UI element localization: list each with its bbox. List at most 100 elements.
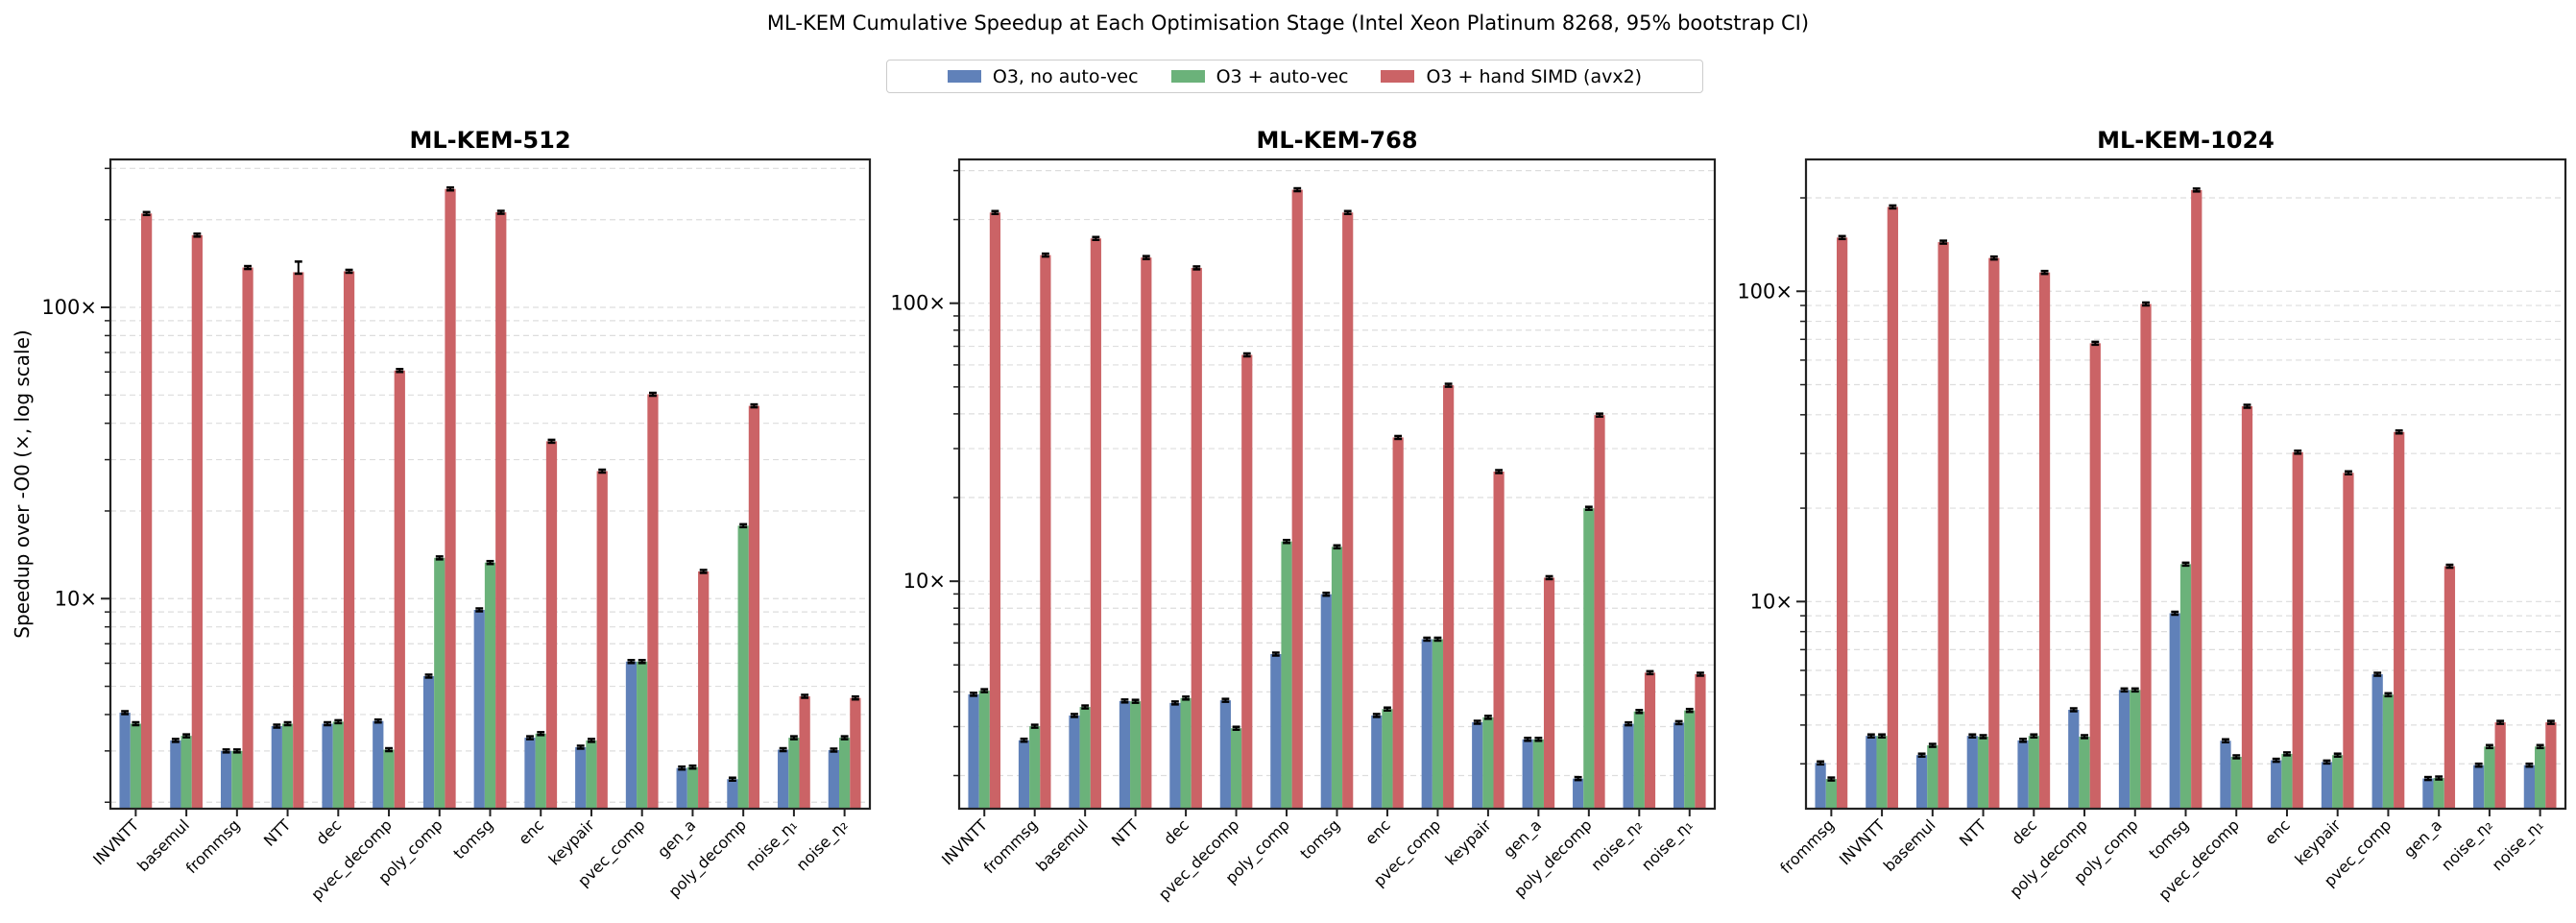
bar-autovec [2028, 736, 2039, 809]
x-tick-label: noise_η₂ [793, 815, 853, 875]
bar-no-autovec [1472, 722, 1483, 809]
bar-autovec [1382, 709, 1393, 809]
bar-autovec [1029, 726, 1041, 809]
x-tick-label: dec [312, 815, 345, 848]
bar-no-autovec [2321, 762, 2333, 809]
bar-autovec [1633, 711, 1645, 809]
bar-autovec [586, 740, 597, 809]
bar-hand-simd [799, 695, 810, 809]
legend: O3, no auto-vec O3 + auto-vec O3 + hand … [886, 60, 1703, 93]
axes-frame [957, 158, 1717, 811]
bar-no-autovec [1219, 700, 1231, 809]
bar-hand-simd [445, 188, 456, 810]
bar-autovec [2382, 694, 2395, 809]
panel-title: ML-KEM-1024 [2097, 127, 2275, 154]
bar-hand-simd [850, 697, 861, 809]
bar-no-autovec [271, 726, 282, 809]
bar-no-autovec [625, 661, 638, 809]
bar-autovec [181, 736, 192, 809]
bar-autovec [737, 525, 749, 809]
bar-hand-simd [191, 234, 203, 810]
bar-no-autovec [778, 749, 789, 809]
x-tick-label: tomsg [1296, 815, 1343, 862]
bar-autovec [231, 750, 243, 809]
bar-no-autovec [1320, 594, 1332, 809]
y-tick-label: 10× [1750, 590, 1793, 613]
bar-no-autovec [2017, 740, 2029, 809]
x-tick-label: noise_η₂ [2438, 815, 2497, 875]
bar-autovec [332, 721, 344, 809]
x-tick-label: dec [1160, 815, 1192, 848]
bar-autovec [1876, 736, 1888, 809]
bar-autovec [1927, 745, 1938, 809]
x-tick-label: NTT [260, 815, 295, 850]
bar-no-autovec [220, 750, 232, 809]
bar-hand-simd [1887, 206, 1898, 809]
bar-autovec [1977, 736, 1989, 809]
bar-autovec [535, 733, 546, 809]
bar-no-autovec [322, 723, 333, 809]
bar-autovec [2332, 755, 2344, 809]
x-tick-label: basemul [1880, 815, 1939, 875]
bar-hand-simd [2545, 722, 2557, 809]
bar-hand-simd [1493, 471, 1505, 809]
bar-no-autovec [1018, 740, 1030, 809]
bar-autovec [2079, 736, 2090, 809]
bar-no-autovec [2118, 690, 2131, 809]
bar-no-autovec [676, 767, 687, 809]
bar-hand-simd [2343, 473, 2354, 809]
bar-hand-simd [2292, 451, 2303, 809]
bar-no-autovec [2271, 760, 2282, 809]
bar-hand-simd [1090, 238, 1101, 809]
bar-no-autovec [1623, 723, 1634, 809]
bar-autovec [637, 661, 648, 809]
bar-hand-simd [1392, 437, 1404, 809]
y-tick-label: 10× [903, 570, 946, 593]
bar-no-autovec [2169, 613, 2180, 809]
bar-no-autovec [2068, 709, 2080, 809]
legend-swatch-blue [947, 70, 981, 83]
bar-autovec [484, 562, 496, 809]
x-tick-label: gen_a [2400, 815, 2446, 862]
bar-autovec [686, 766, 699, 809]
bar-no-autovec [1119, 700, 1131, 809]
bar-hand-simd [1988, 257, 2000, 809]
bar-hand-simd [1191, 267, 1202, 810]
bar-no-autovec [1966, 736, 1978, 809]
bar-hand-simd [989, 212, 1001, 809]
bar-autovec [1130, 701, 1142, 809]
bar-autovec [2484, 746, 2495, 809]
bar-hand-simd [140, 213, 153, 809]
bar-autovec [1432, 639, 1444, 809]
bar-no-autovec [373, 720, 384, 809]
bar-no-autovec [1069, 715, 1080, 809]
bar-no-autovec [422, 675, 435, 809]
bar-no-autovec [1915, 755, 1928, 809]
x-tick-label: noise_η₂ [1587, 815, 1647, 875]
y-tick-label: 10× [55, 587, 97, 610]
bar-autovec [1281, 541, 1292, 809]
panel-title: ML-KEM-512 [409, 127, 570, 154]
bar-autovec [1583, 508, 1595, 809]
x-tick-label: NTT [1108, 815, 1143, 850]
y-axis-label: Speedup over -O0 (×, log scale) [11, 329, 34, 638]
bar-hand-simd [2444, 566, 2456, 809]
bar-hand-simd [596, 471, 608, 809]
bar-hand-simd [2241, 405, 2253, 809]
legend-item-o3-autovec: O3 + auto-vec [1170, 66, 1348, 87]
bar-hand-simd [1938, 242, 1949, 809]
bar-autovec [1532, 739, 1544, 809]
bar-hand-simd [545, 441, 558, 809]
bar-autovec [2130, 690, 2141, 809]
bar-no-autovec [2371, 674, 2383, 809]
bar-no-autovec [170, 740, 181, 809]
bar-hand-simd [2394, 431, 2405, 809]
legend-swatch-green [1170, 70, 1205, 83]
bar-autovec [2230, 756, 2242, 809]
legend-item-o3-no-autovec: O3, no auto-vec [947, 66, 1139, 87]
bar-hand-simd [2494, 722, 2506, 809]
bar-hand-simd [748, 405, 760, 809]
